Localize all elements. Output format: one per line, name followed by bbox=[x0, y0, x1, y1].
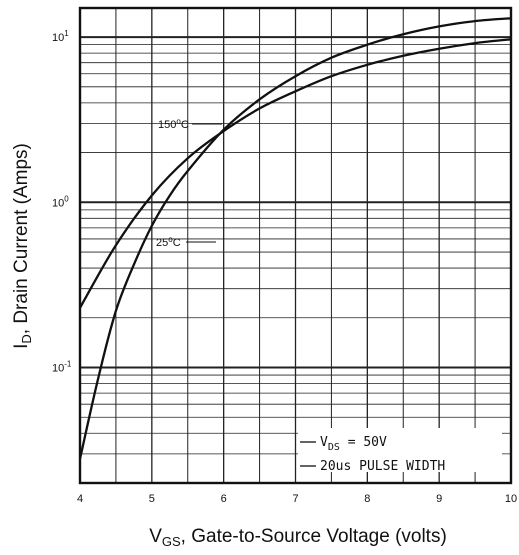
annotation-background bbox=[298, 428, 502, 472]
y-tick-label: 10-1 bbox=[52, 360, 72, 375]
chart-series: 150oC 25oC bbox=[78, 17, 512, 460]
chart-annotations: VDS = 50V 20us PULSE WIDTH bbox=[298, 428, 502, 474]
x-tick-label: 5 bbox=[149, 493, 155, 505]
series-label-25c: 25oC bbox=[156, 235, 181, 249]
x-tick-label: 9 bbox=[436, 493, 442, 505]
y-tick-label: 100 bbox=[52, 194, 69, 209]
x-axis-label: VGS, Gate-to-Source Voltage (volts) bbox=[149, 526, 447, 549]
annotation-vds: VDS = 50V bbox=[320, 435, 387, 453]
x-tick-label: 8 bbox=[364, 493, 370, 505]
plot-frame bbox=[78, 6, 513, 485]
series-label-150c: 150oC bbox=[158, 117, 189, 131]
x-tick-label: 10 bbox=[505, 493, 517, 505]
x-tick-label: 4 bbox=[77, 493, 83, 505]
series-line-150c bbox=[79, 38, 512, 309]
x-tick-label: 6 bbox=[221, 493, 227, 505]
annotation-pulse-width: 20us PULSE WIDTH bbox=[320, 459, 445, 474]
y-axis-label: ID, Drain Current (Amps) bbox=[11, 143, 34, 349]
y-tick-labels: 101 100 10-1 bbox=[52, 29, 72, 374]
y-tick-label: 101 bbox=[52, 29, 69, 44]
chart-grid bbox=[79, 8, 512, 484]
x-tick-label: 7 bbox=[292, 493, 298, 505]
series-line-25c bbox=[78, 17, 512, 460]
x-tick-labels: 4 5 6 7 8 9 10 bbox=[77, 493, 517, 505]
